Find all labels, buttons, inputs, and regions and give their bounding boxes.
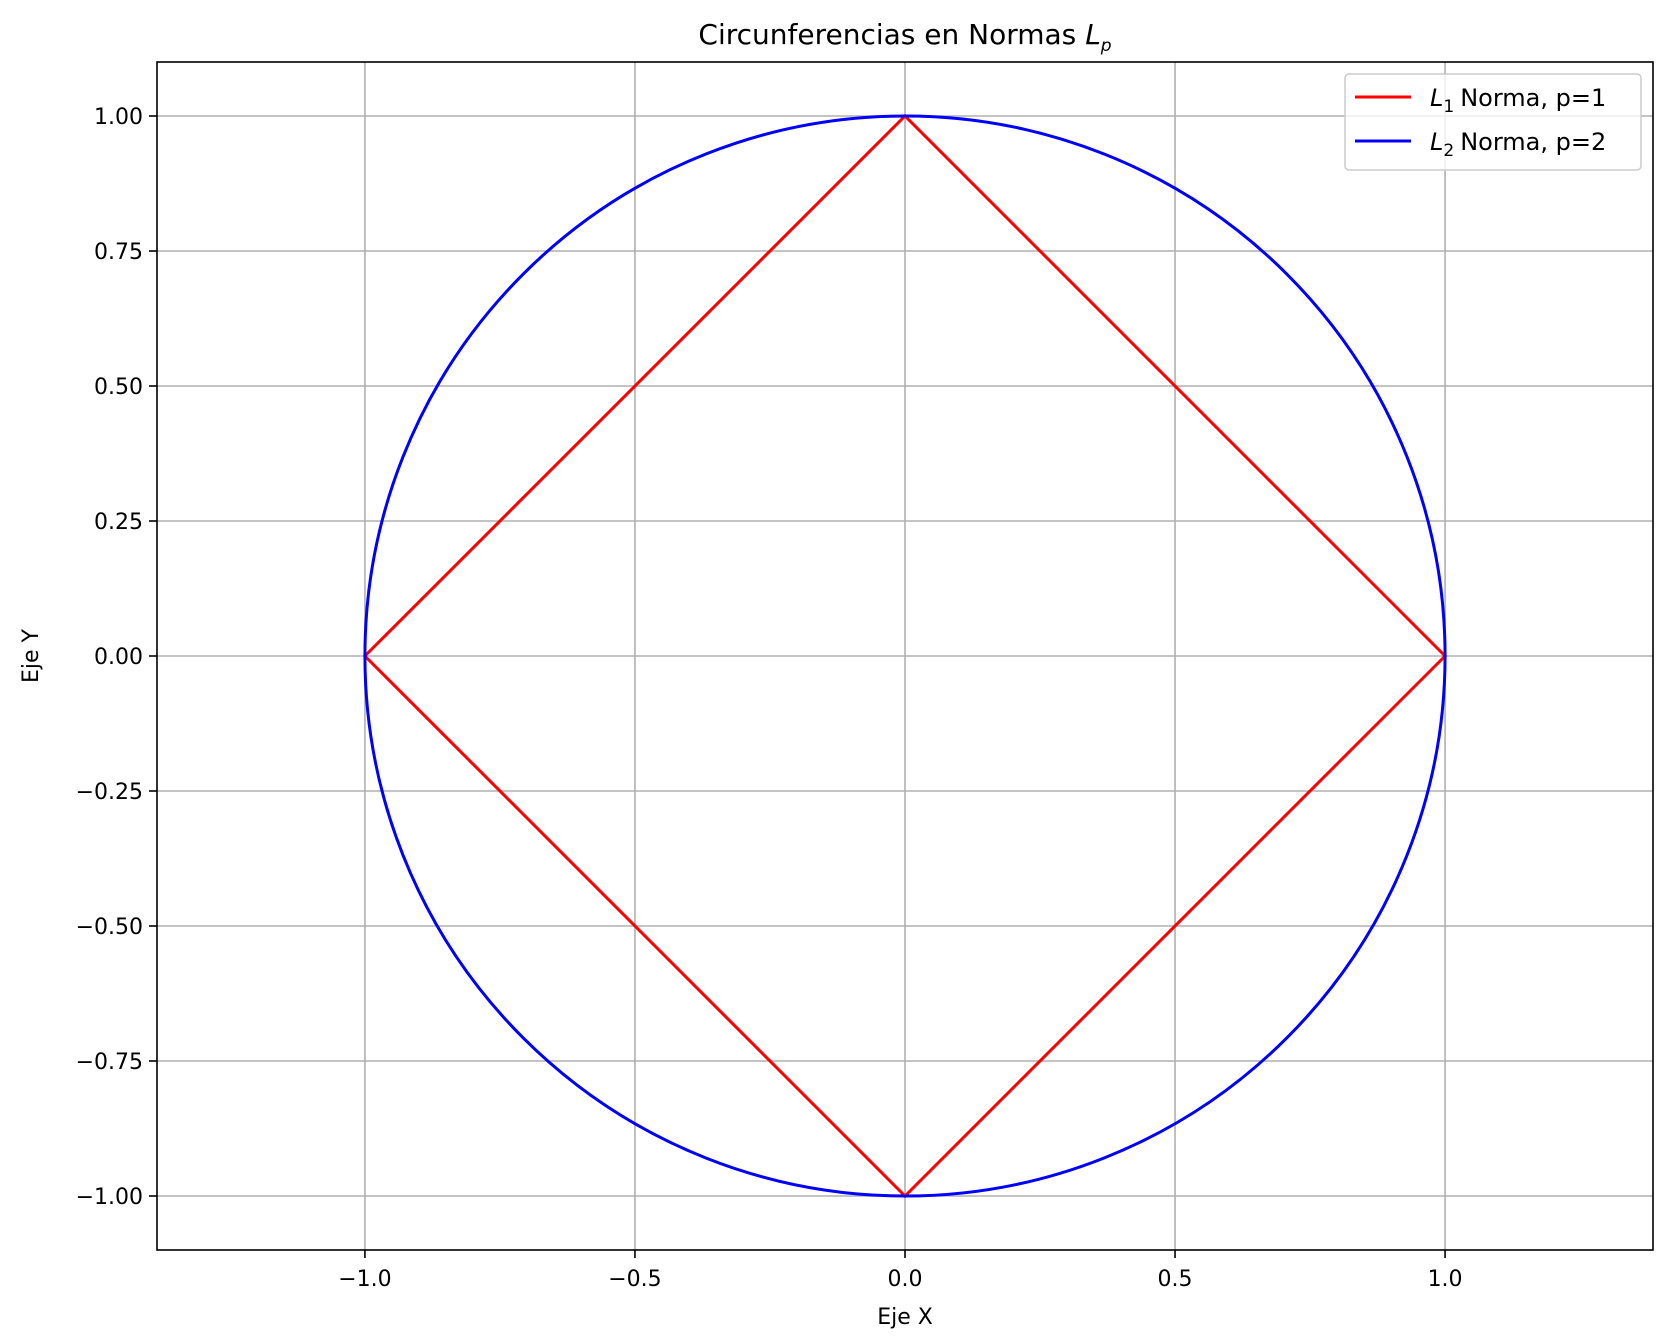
- legend: L1 Norma, p=1 L2 Norma, p=2: [1344, 73, 1642, 171]
- tick-group: −1.0 −0.5 0.0 0.5 1.0 1.00 0.75 0.50 0.25 0.00 −0.…: [76, 105, 1463, 1292]
- chart-title-math-sub: p: [1100, 36, 1112, 56]
- y-tick-label: 0.25: [94, 510, 143, 535]
- chart-title-text: Circunferencias en Normas: [698, 18, 1076, 51]
- y-axis-label: Eje Y: [19, 628, 44, 683]
- x-axis-label: Eje X: [877, 1305, 933, 1330]
- y-tick-label: −0.25: [76, 780, 143, 805]
- y-tick-label: −0.50: [76, 915, 143, 940]
- series-l2-curve: [363, 114, 1447, 1198]
- legend-l1-text: Norma, p=1: [1460, 84, 1606, 112]
- y-tick-label: 1.00: [94, 105, 143, 130]
- legend-l2-sub: 2: [1443, 141, 1454, 161]
- legend-label-l2: L2 Norma, p=2: [1430, 128, 1606, 161]
- chart-title-math: L: [1085, 18, 1101, 51]
- y-tick-label: −0.75: [76, 1050, 143, 1075]
- y-tick-label: −1.00: [76, 1185, 143, 1210]
- legend-l1-sub: 1: [1443, 97, 1454, 117]
- legend-l1-math: L: [1430, 84, 1443, 112]
- x-tick-label: −1.0: [338, 1267, 391, 1292]
- y-tick-label: 0.50: [94, 375, 143, 400]
- chart-title: Circunferencias en Normas Lp: [698, 18, 1111, 56]
- x-tick-label: 1.0: [1428, 1267, 1463, 1292]
- legend-l2-text: Norma, p=2: [1460, 128, 1606, 156]
- x-tick-label: 0.0: [888, 1267, 923, 1292]
- legend-label-l1: L1 Norma, p=1: [1430, 84, 1606, 117]
- legend-l2-math: L: [1430, 128, 1443, 156]
- legend-box: [1344, 73, 1642, 171]
- y-tick-label: 0.75: [94, 240, 143, 265]
- x-tick-label: −0.5: [608, 1267, 661, 1292]
- x-tick-label: 0.5: [1158, 1267, 1193, 1292]
- y-tick-label: 0.00: [94, 645, 143, 670]
- series-group: [362, 113, 1448, 1199]
